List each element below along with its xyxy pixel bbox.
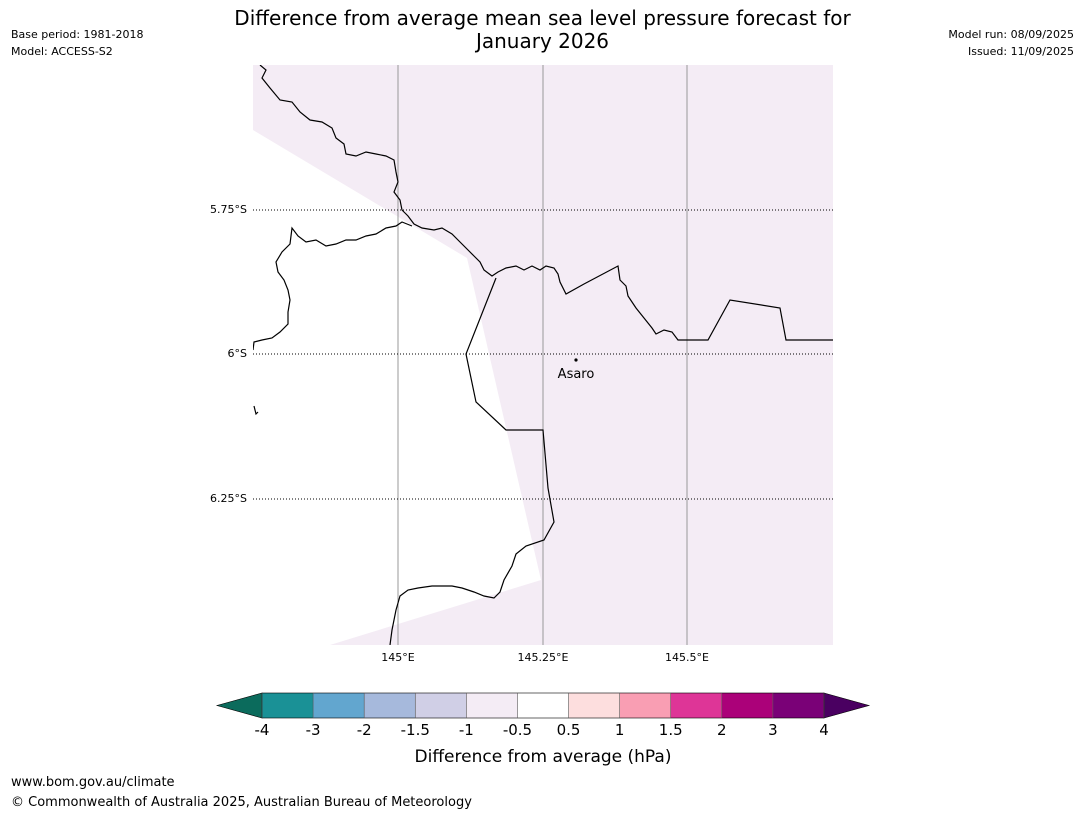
lon-label-145E: 145°E	[381, 651, 414, 664]
colorbar-swatch-9	[721, 693, 773, 718]
colorbar-swatch-3	[415, 693, 467, 718]
lon-label-145-5E: 145.5°E	[665, 651, 709, 664]
footer-copyright: © Commonwealth of Australia 2025, Austra…	[11, 795, 472, 810]
colorbar-tick-label: 1	[615, 721, 625, 739]
title-line-1: Difference from average mean sea level p…	[234, 6, 851, 30]
base-period-text: Base period: 1981-2018	[11, 28, 144, 41]
longitude-labels: 145°E 145.25°E 145.5°E	[381, 651, 709, 664]
boundary-north	[259, 65, 833, 341]
lat-label-6-25S: 6.25°S	[210, 492, 247, 505]
colorbar-tick-label: -3	[306, 721, 321, 739]
colorbar-tick-label: 3	[768, 721, 778, 739]
longitude-gridlines	[397, 65, 688, 645]
colorbar-tick-label: -1.5	[401, 721, 430, 739]
colorbar-swatch-2	[364, 693, 416, 718]
boundary-fragment	[253, 405, 259, 416]
title-line-2: January 2026	[475, 29, 610, 53]
lat-label-6S: 6°S	[228, 347, 247, 360]
colorbar-tick-label: 4	[819, 721, 829, 739]
model-text: Model: ACCESS-S2	[11, 45, 113, 58]
colorbar-swatch-0	[262, 693, 314, 718]
model-run-text: Model run: 08/09/2025	[948, 28, 1074, 41]
colorbar-tick-label: 1.5	[659, 721, 683, 739]
colorbar-tick-label: -4	[255, 721, 270, 739]
colorbar-swatch-5	[517, 693, 569, 718]
colorbar-extend-high	[823, 692, 871, 719]
colorbar-label: Difference from average (hPa)	[415, 747, 672, 767]
colorbar-swatch-10	[772, 693, 824, 718]
map-panel	[253, 65, 833, 645]
colorbar-swatch-7	[619, 693, 671, 718]
meta-right: Model run: 08/09/2025 Issued: 11/09/2025	[948, 26, 1074, 60]
place-label-asaro: Asaro	[558, 367, 595, 382]
lat-label-5-75S: 5.75°S	[210, 203, 247, 216]
colorbar-extend-low	[215, 692, 263, 719]
colorbar-tick-label: 0.5	[557, 721, 581, 739]
boundary-internal	[389, 277, 555, 645]
map-title: Difference from average mean sea level p…	[150, 7, 935, 53]
province-boundaries	[253, 65, 833, 645]
footer-url: www.bom.gov.au/climate	[11, 775, 175, 790]
colorbar-tick-label: 2	[717, 721, 727, 739]
colorbar: -4 -3 -2 -1.5 -1 -0.5 0.5 1 1.5 2 3 4	[215, 692, 871, 739]
meta-left: Base period: 1981-2018 Model: ACCESS-S2	[11, 26, 143, 60]
colorbar-tick-label: -1	[459, 721, 474, 739]
issued-text: Issued: 11/09/2025	[967, 45, 1074, 58]
lon-label-145-25E: 145.25°E	[518, 651, 569, 664]
colorbar-swatch-4	[466, 693, 518, 718]
boundary-west	[253, 221, 413, 351]
colorbar-swatch-6	[568, 693, 620, 718]
colorbar-tick-label: -0.5	[503, 721, 532, 739]
colorbar-swatch-1	[313, 693, 365, 718]
latitude-gridlines	[253, 209, 833, 500]
asaro-marker	[574, 358, 578, 362]
colorbar-tick-label: -2	[357, 721, 372, 739]
colorbar-swatch-8	[670, 693, 722, 718]
latitude-labels: 5.75°S 6°S 6.25°S	[210, 203, 247, 505]
